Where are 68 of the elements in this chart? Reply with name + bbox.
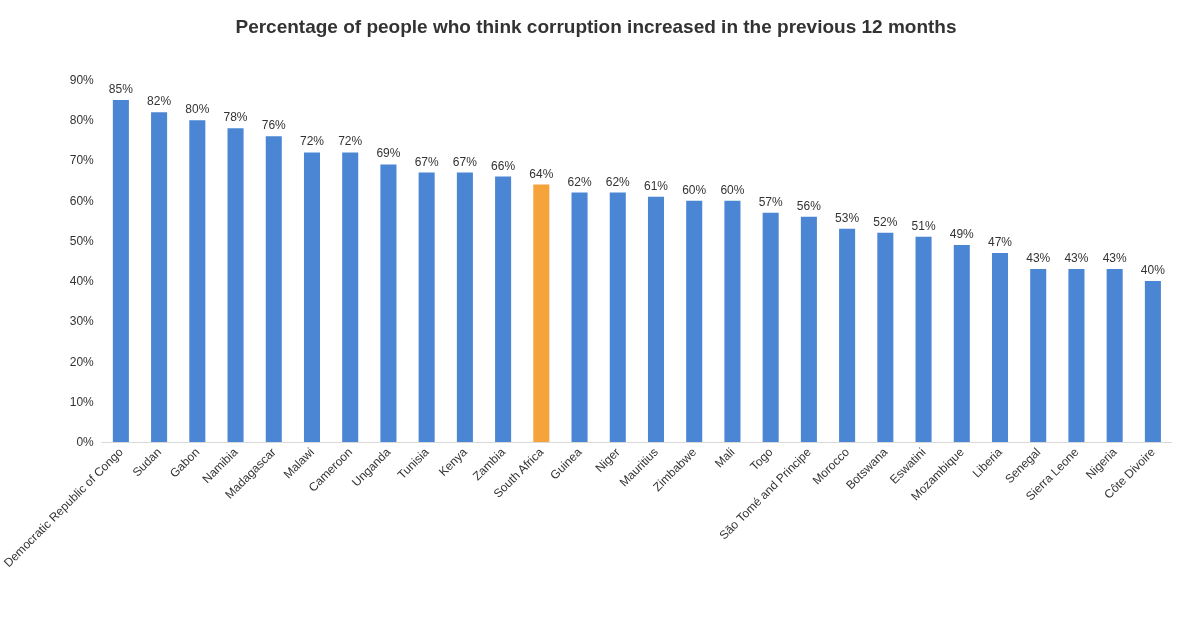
y-tick-label: 50% <box>69 233 95 248</box>
data-label: 47% <box>987 234 1013 249</box>
data-label: 61% <box>643 178 669 193</box>
chart-title: Percentage of people who think corruption increased in the previous 12 months <box>235 16 957 37</box>
data-label: 53% <box>835 210 860 225</box>
bar <box>189 120 206 442</box>
data-label: 72% <box>299 134 325 149</box>
y-tick-label: 40% <box>69 274 95 289</box>
bar <box>571 192 588 442</box>
bar <box>915 236 932 442</box>
bar <box>151 112 168 442</box>
data-label: 57% <box>758 194 783 209</box>
bar <box>495 176 512 442</box>
data-label: 49% <box>949 226 975 241</box>
data-label: 60% <box>720 182 745 197</box>
bar <box>1030 269 1047 442</box>
data-label: 40% <box>1140 263 1166 278</box>
y-tick-label: 90% <box>69 73 95 87</box>
data-label: 72% <box>338 134 363 149</box>
y-tick-label: 70% <box>69 153 95 168</box>
bar <box>1106 269 1123 442</box>
bar <box>991 252 1009 442</box>
bar <box>1068 269 1085 442</box>
data-label: 43% <box>1026 251 1051 266</box>
x-tick-label: Togo <box>747 444 776 474</box>
data-label: 64% <box>529 166 554 181</box>
data-label: 66% <box>491 158 516 173</box>
data-label: 80% <box>185 102 210 117</box>
y-tick-label: 60% <box>69 193 95 208</box>
y-tick-label: 80% <box>69 113 95 128</box>
data-label: 62% <box>605 174 631 189</box>
data-label: 67% <box>452 154 478 169</box>
data-label: 43% <box>1102 251 1127 266</box>
y-tick-label: 30% <box>69 314 95 329</box>
bar <box>724 200 741 442</box>
data-label: 62% <box>567 174 592 189</box>
data-label: 56% <box>796 198 822 213</box>
bar <box>800 216 817 442</box>
data-label: 78% <box>223 110 248 125</box>
bar <box>686 200 703 442</box>
bar <box>227 128 244 442</box>
bar <box>342 152 359 442</box>
data-label: 67% <box>414 154 439 169</box>
bar <box>533 184 550 442</box>
bar <box>762 212 779 442</box>
data-label: 52% <box>873 214 898 229</box>
bar <box>609 192 626 442</box>
data-label: 76% <box>261 118 287 133</box>
bar <box>380 164 397 442</box>
y-tick-label: 0% <box>76 435 95 449</box>
data-label: 82% <box>147 94 172 109</box>
bar <box>839 228 856 442</box>
data-label: 51% <box>911 218 936 233</box>
bar <box>112 100 129 442</box>
bar <box>953 244 970 442</box>
bar <box>265 136 282 442</box>
data-label: 60% <box>682 182 707 197</box>
y-tick-label: 10% <box>69 394 95 409</box>
data-label: 85% <box>108 82 134 97</box>
data-label: 43% <box>1064 251 1089 266</box>
bar <box>1144 281 1161 442</box>
bar <box>647 196 665 442</box>
y-tick-label: 20% <box>69 354 95 369</box>
bar <box>456 172 473 442</box>
bar <box>303 152 321 442</box>
bar <box>877 232 894 442</box>
bar <box>418 172 435 442</box>
data-label: 69% <box>376 146 401 161</box>
